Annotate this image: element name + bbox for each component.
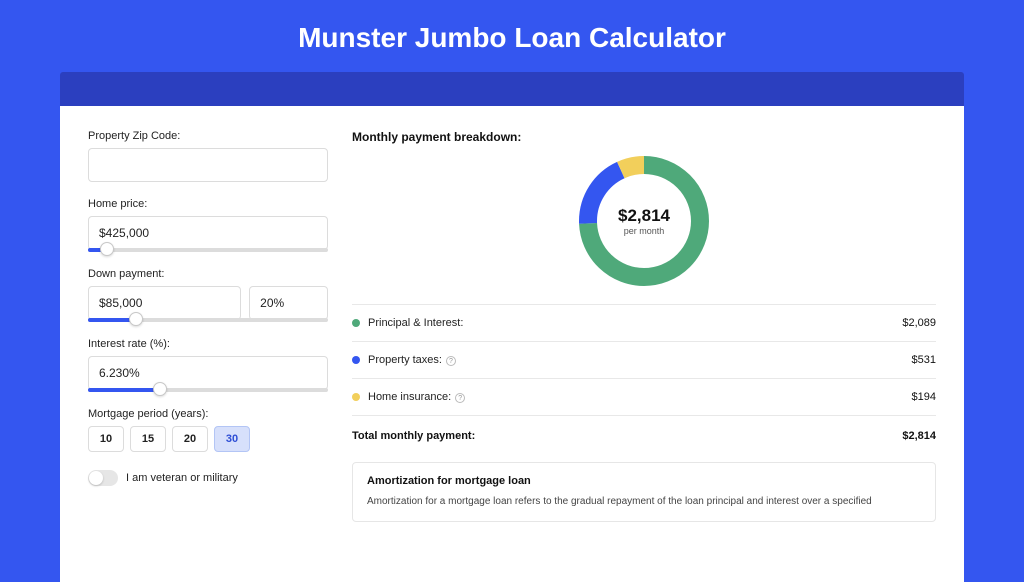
period-btn-20[interactable]: 20 — [172, 426, 208, 452]
breakdown-title: Monthly payment breakdown: — [352, 130, 936, 144]
form-panel: Property Zip Code: Home price: Down paym… — [88, 130, 328, 522]
down-payment-slider[interactable] — [88, 318, 328, 322]
donut-amount: $2,814 — [618, 206, 670, 226]
veteran-toggle[interactable] — [88, 470, 118, 486]
interest-rate-slider[interactable] — [88, 388, 328, 392]
donut-sub: per month — [618, 226, 670, 236]
legend-label: Property taxes:? — [368, 354, 912, 366]
legend-value: $531 — [912, 354, 936, 366]
down-payment-input[interactable] — [88, 286, 241, 320]
down-payment-pct-input[interactable] — [249, 286, 328, 320]
legend-row: Principal & Interest:$2,089 — [352, 309, 936, 337]
period-btn-30[interactable]: 30 — [214, 426, 250, 452]
home-price-slider[interactable] — [88, 248, 328, 252]
down-payment-label: Down payment: — [88, 268, 328, 280]
legend-label: Principal & Interest: — [368, 317, 902, 329]
interest-rate-label: Interest rate (%): — [88, 338, 328, 350]
divider — [352, 378, 936, 379]
total-value: $2,814 — [902, 430, 936, 442]
page-title: Munster Jumbo Loan Calculator — [0, 0, 1024, 72]
info-icon[interactable]: ? — [455, 393, 465, 403]
legend-row: Home insurance:?$194 — [352, 383, 936, 411]
zip-label: Property Zip Code: — [88, 130, 328, 142]
zip-input[interactable] — [88, 148, 328, 182]
period-label: Mortgage period (years): — [88, 408, 328, 420]
divider — [352, 415, 936, 416]
divider — [352, 304, 936, 305]
amortization-text: Amortization for a mortgage loan refers … — [367, 495, 921, 509]
period-btn-15[interactable]: 15 — [130, 426, 166, 452]
calculator-card: Property Zip Code: Home price: Down paym… — [60, 106, 964, 582]
legend-value: $194 — [912, 391, 936, 403]
legend-label: Home insurance:? — [368, 391, 912, 403]
legend-dot — [352, 393, 360, 401]
legend-dot — [352, 356, 360, 364]
legend-dot — [352, 319, 360, 327]
interest-rate-input[interactable] — [88, 356, 328, 390]
divider — [352, 341, 936, 342]
legend-value: $2,089 — [902, 317, 936, 329]
total-label: Total monthly payment: — [352, 430, 902, 442]
info-icon[interactable]: ? — [446, 356, 456, 366]
breakdown-panel: Monthly payment breakdown: $2,814 per mo… — [352, 130, 936, 522]
veteran-label: I am veteran or military — [126, 472, 238, 484]
period-group: 10152030 — [88, 426, 328, 452]
period-btn-10[interactable]: 10 — [88, 426, 124, 452]
toggle-knob — [89, 471, 103, 485]
home-price-label: Home price: — [88, 198, 328, 210]
home-price-input[interactable] — [88, 216, 328, 250]
donut-chart: $2,814 per month — [579, 156, 709, 286]
amortization-title: Amortization for mortgage loan — [367, 475, 921, 487]
header-band — [60, 72, 964, 106]
amortization-box: Amortization for mortgage loan Amortizat… — [352, 462, 936, 522]
legend-row: Property taxes:?$531 — [352, 346, 936, 374]
